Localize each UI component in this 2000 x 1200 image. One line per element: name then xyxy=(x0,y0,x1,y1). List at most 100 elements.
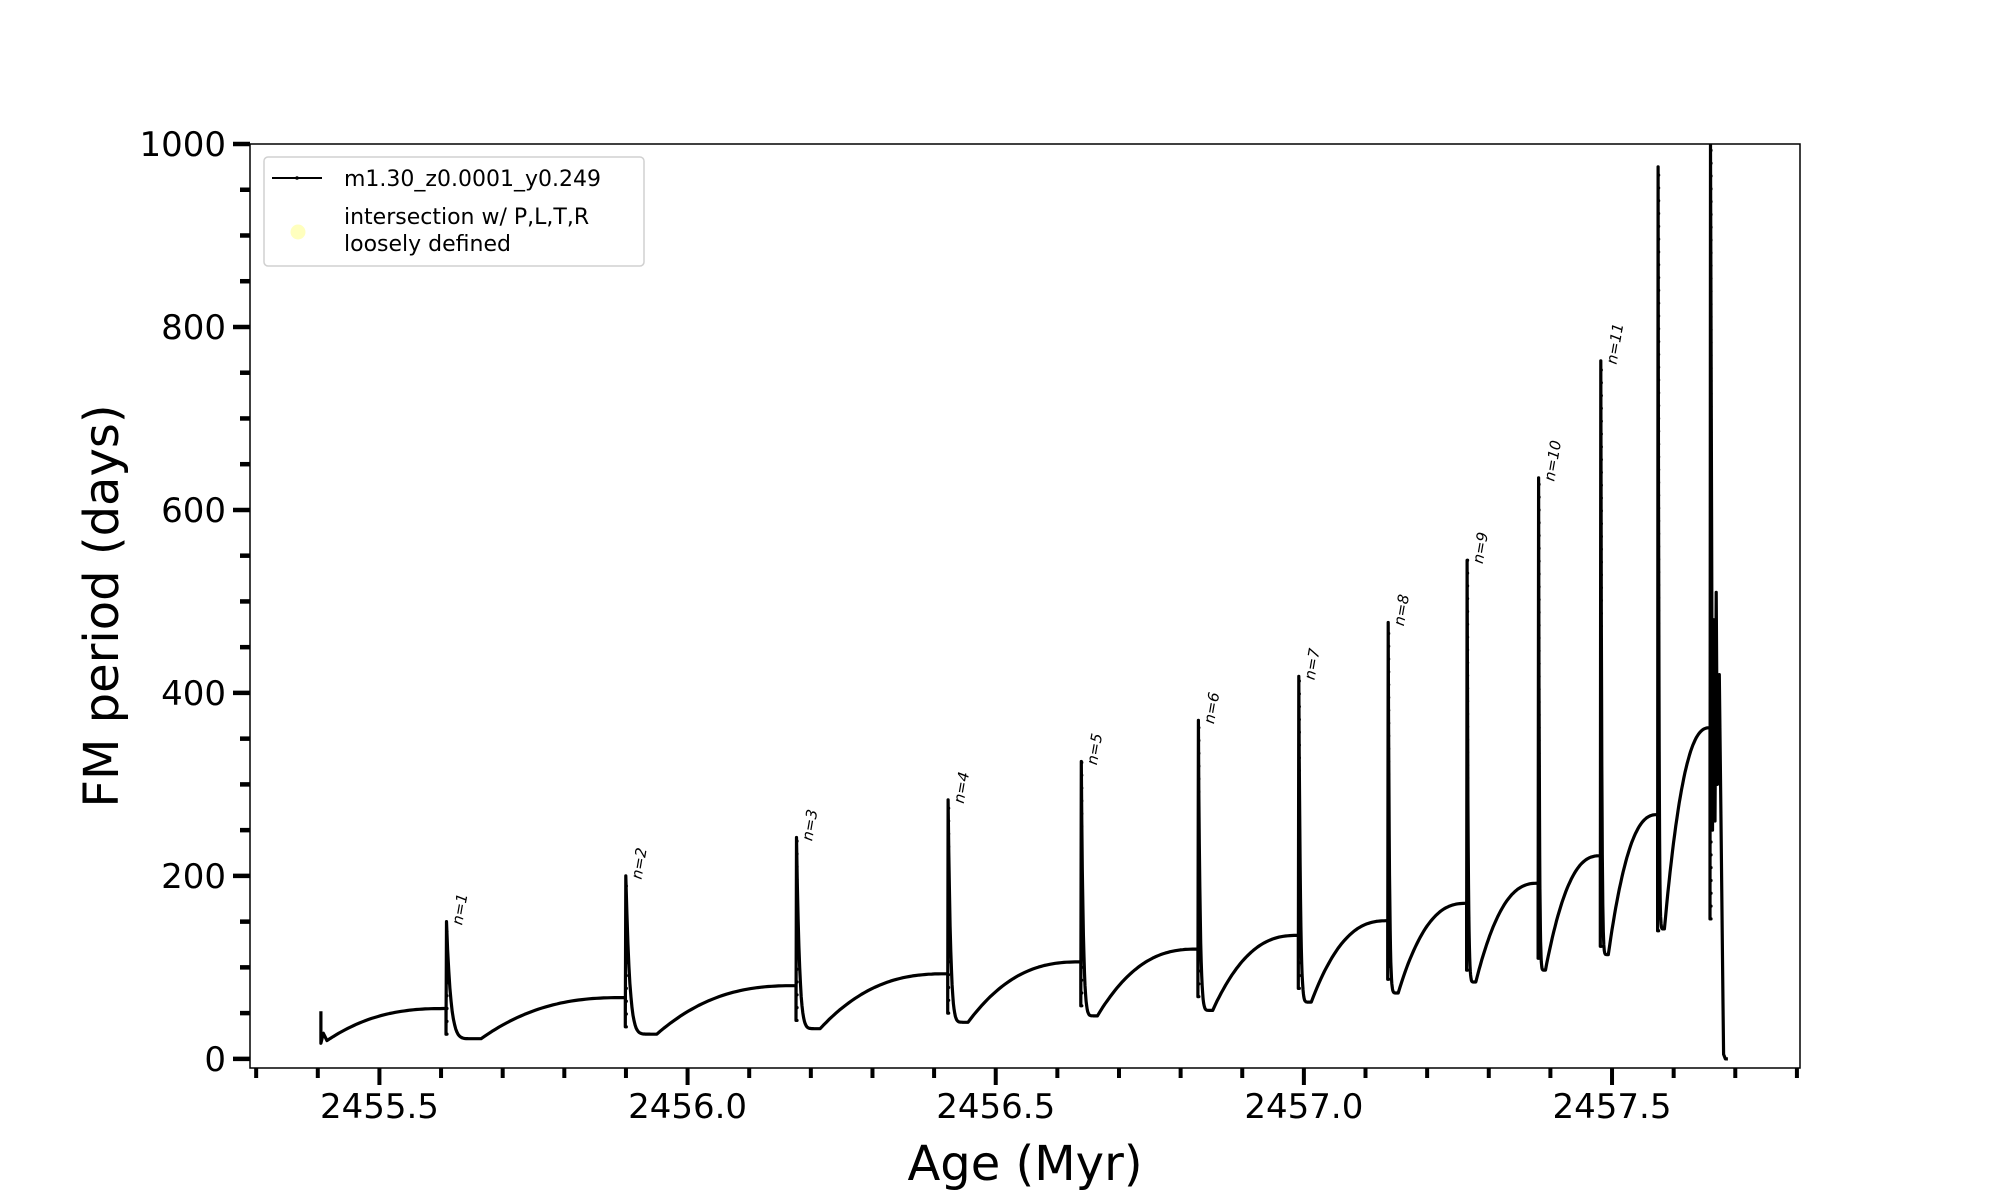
data-point xyxy=(1297,717,1301,722)
data-point xyxy=(1657,749,1661,754)
data-point xyxy=(1387,964,1391,969)
data-point xyxy=(445,955,449,959)
data-point xyxy=(1709,597,1713,601)
data-point xyxy=(624,974,628,978)
data-point xyxy=(1657,493,1661,497)
data-point xyxy=(947,934,951,938)
pulse-label: n=1 xyxy=(448,892,471,926)
data-point xyxy=(1709,661,1713,665)
data-point xyxy=(1080,901,1084,905)
data-point xyxy=(1465,763,1470,767)
data-point xyxy=(1465,776,1470,780)
data-point xyxy=(1465,802,1470,806)
data-point xyxy=(1709,789,1713,793)
data-point xyxy=(1709,315,1713,319)
data-point xyxy=(445,994,449,998)
data-point xyxy=(624,1025,628,1029)
data-point xyxy=(1537,636,1541,640)
data-point xyxy=(1465,814,1470,819)
data-point xyxy=(1297,961,1301,965)
data-point xyxy=(1657,327,1661,331)
data-point xyxy=(1599,893,1603,897)
data-point xyxy=(624,897,628,901)
data-point xyxy=(947,896,951,900)
data-point xyxy=(1297,845,1301,850)
data-point xyxy=(1465,750,1470,754)
data-point xyxy=(624,961,628,965)
data-point xyxy=(1297,974,1301,978)
data-point xyxy=(1657,263,1661,267)
data-point xyxy=(1197,841,1201,845)
data-point xyxy=(1657,404,1661,408)
data-point xyxy=(1599,445,1603,449)
data-point xyxy=(1465,673,1470,678)
data-point xyxy=(1387,977,1391,981)
data-point xyxy=(1657,340,1661,344)
data-point xyxy=(1537,559,1541,563)
data-point xyxy=(1599,406,1603,410)
data-point xyxy=(1599,906,1603,910)
data-point xyxy=(1537,713,1541,717)
data-point xyxy=(1709,648,1713,652)
data-point xyxy=(1709,878,1713,883)
data-point xyxy=(1657,801,1661,805)
data-point xyxy=(1657,429,1661,433)
data-point xyxy=(1537,508,1541,512)
data-point xyxy=(1599,534,1603,539)
data-point xyxy=(1297,935,1301,939)
data-point xyxy=(1197,726,1201,730)
data-point xyxy=(1537,495,1541,499)
data-point xyxy=(1709,404,1713,409)
data-point xyxy=(1465,584,1470,588)
data-point xyxy=(947,832,951,836)
data-point xyxy=(795,877,799,882)
data-point xyxy=(1197,918,1201,922)
data-point xyxy=(795,967,799,971)
data-point xyxy=(1599,573,1603,577)
data-point xyxy=(1537,815,1541,819)
data-point xyxy=(1465,648,1470,652)
data-point xyxy=(1197,956,1201,960)
data-point xyxy=(1709,353,1713,357)
pulse-labels: n=1 n=2 n=3 n=4 n=5 n=6 n=7 n=8 n=9 n=10 n=11 xyxy=(448,322,1627,926)
data-point xyxy=(1709,264,1713,268)
data-point xyxy=(1709,622,1713,626)
data-point xyxy=(1599,765,1603,769)
data-point xyxy=(1709,340,1713,345)
data-point xyxy=(1709,507,1713,511)
data-point xyxy=(1297,692,1301,696)
data-point xyxy=(1537,738,1541,743)
data-point xyxy=(795,852,799,856)
data-point xyxy=(1465,917,1470,921)
data-point xyxy=(1657,519,1661,523)
data-point xyxy=(1709,763,1713,767)
data-point xyxy=(1709,481,1713,486)
data-point xyxy=(1297,781,1301,786)
data-point xyxy=(624,1012,628,1016)
data-point xyxy=(624,948,628,952)
y-axis: 0 200 400 600 800 1000 xyxy=(139,125,250,1080)
data-point xyxy=(1657,647,1661,651)
data-point xyxy=(1537,943,1541,948)
data-point xyxy=(1657,916,1661,920)
data-point xyxy=(1537,572,1541,576)
data-point xyxy=(1387,772,1391,776)
data-point xyxy=(1657,596,1661,600)
plot-frame xyxy=(249,143,1801,1069)
data-point xyxy=(1387,721,1391,725)
data-point xyxy=(1465,737,1470,742)
data-point xyxy=(1537,751,1541,755)
data-point xyxy=(1599,586,1603,590)
data-point xyxy=(1657,186,1661,190)
data-point xyxy=(1297,897,1301,901)
data-point xyxy=(1080,876,1084,880)
data-point xyxy=(1080,914,1084,918)
data-point xyxy=(1709,917,1713,921)
data-point xyxy=(1465,968,1470,972)
data-point xyxy=(1387,811,1391,815)
data-point xyxy=(1537,649,1541,653)
data-point xyxy=(1387,849,1391,853)
data-point xyxy=(1599,791,1603,795)
data-point xyxy=(947,909,951,913)
data-point xyxy=(1297,833,1301,837)
